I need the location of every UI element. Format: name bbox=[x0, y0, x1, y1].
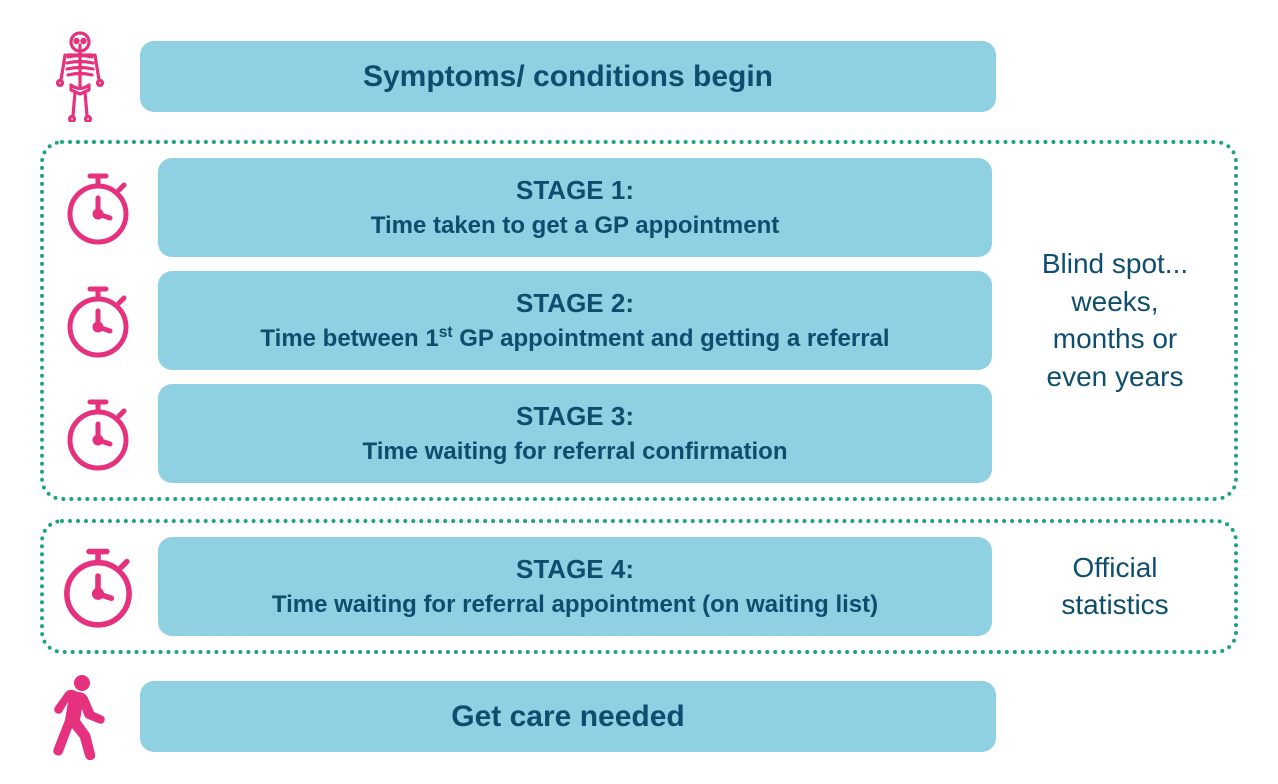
stage-2-title: STAGE 2: bbox=[516, 287, 634, 321]
waiting-time-diagram: Symptoms/ conditions begin bbox=[40, 30, 1238, 762]
stopwatch-icon bbox=[62, 279, 134, 361]
stage-3-title: STAGE 3: bbox=[516, 400, 634, 434]
row-care: Get care needed bbox=[40, 672, 1238, 762]
icon-col bbox=[58, 166, 138, 248]
group-blindspot: STAGE 1: Time taken to get a GP appointm… bbox=[40, 140, 1238, 501]
icon-col bbox=[58, 392, 138, 474]
bar-care-label: Get care needed bbox=[451, 697, 684, 736]
stopwatch-icon bbox=[62, 166, 134, 248]
stage-4-title: STAGE 4: bbox=[516, 553, 634, 587]
blindspot-line2: weeks, bbox=[1010, 283, 1220, 321]
icon-col bbox=[58, 538, 138, 634]
row-stage-3: STAGE 3: Time waiting for referral confi… bbox=[58, 384, 992, 483]
stage-1-subtitle: Time taken to get a GP appointment bbox=[371, 210, 780, 241]
bar-stage-1: STAGE 1: Time taken to get a GP appointm… bbox=[158, 158, 992, 257]
blindspot-line4: even years bbox=[1010, 358, 1220, 396]
blindspot-line3: months or bbox=[1010, 320, 1220, 358]
bar-symptoms: Symptoms/ conditions begin bbox=[140, 41, 996, 112]
stage-2-subtitle: Time between 1st GP appointment and gett… bbox=[260, 323, 889, 354]
stopwatch-icon bbox=[58, 538, 138, 634]
row-stage-2: STAGE 2: Time between 1st GP appointment… bbox=[58, 271, 992, 370]
row-stage-4: STAGE 4: Time waiting for referral appoi… bbox=[58, 537, 992, 636]
blindspot-line1: Blind spot... bbox=[1010, 245, 1220, 283]
bar-care: Get care needed bbox=[140, 681, 996, 752]
stage-3-subtitle: Time waiting for referral confirmation bbox=[363, 436, 788, 467]
walking-person-icon bbox=[48, 672, 112, 762]
official-line1: Official bbox=[1010, 549, 1220, 587]
row-symptoms: Symptoms/ conditions begin bbox=[40, 30, 1238, 122]
icon-col bbox=[40, 30, 120, 122]
group-official: STAGE 4: Time waiting for referral appoi… bbox=[40, 519, 1238, 654]
bar-stage-4: STAGE 4: Time waiting for referral appoi… bbox=[158, 537, 992, 636]
official-line2: statistics bbox=[1010, 586, 1220, 624]
blindspot-side-label: Blind spot... weeks, months or even year… bbox=[1010, 245, 1220, 396]
group-blindspot-content: STAGE 1: Time taken to get a GP appointm… bbox=[58, 158, 992, 483]
stage-4-subtitle: Time waiting for referral appointment (o… bbox=[272, 589, 878, 620]
bar-stage-2: STAGE 2: Time between 1st GP appointment… bbox=[158, 271, 992, 370]
icon-col bbox=[58, 279, 138, 361]
stage-1-title: STAGE 1: bbox=[516, 174, 634, 208]
official-side-label: Official statistics bbox=[1010, 549, 1220, 625]
group-official-content: STAGE 4: Time waiting for referral appoi… bbox=[58, 537, 992, 636]
stopwatch-icon bbox=[62, 392, 134, 474]
icon-col bbox=[40, 672, 120, 762]
skeleton-icon bbox=[50, 30, 110, 122]
bar-stage-3: STAGE 3: Time waiting for referral confi… bbox=[158, 384, 992, 483]
row-stage-1: STAGE 1: Time taken to get a GP appointm… bbox=[58, 158, 992, 257]
bar-symptoms-label: Symptoms/ conditions begin bbox=[363, 57, 773, 96]
